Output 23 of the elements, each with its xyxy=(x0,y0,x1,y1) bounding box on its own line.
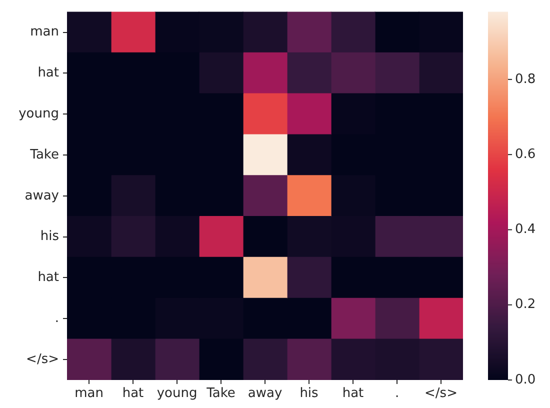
x-tick-label: away xyxy=(248,386,282,402)
x-tick-label: hat xyxy=(122,386,144,402)
x-tick-label: Take xyxy=(206,386,236,402)
x-tick-label: his xyxy=(300,386,319,402)
color-bar-label: 0.4 xyxy=(515,222,536,238)
y-tick-label: hat xyxy=(38,66,59,81)
color-bar-label: 0.2 xyxy=(515,297,536,312)
x-tick-label: man xyxy=(74,386,104,402)
x-tick-label: . xyxy=(394,386,400,402)
y-tick-label: Take xyxy=(29,147,59,162)
color-bar-label: 0.8 xyxy=(515,72,536,87)
y-tick-label: man xyxy=(30,24,59,40)
color-bar-label: 0.6 xyxy=(515,146,536,162)
y-tick-label: away xyxy=(24,188,60,204)
x-tick-label: </s> xyxy=(424,386,458,402)
y-tick-label: young xyxy=(18,106,59,122)
x-tick-label: hat xyxy=(342,386,364,402)
y-tick-label: hat xyxy=(38,270,59,286)
y-tick-label: his xyxy=(40,229,60,244)
y-tick-label: </s> xyxy=(26,352,59,367)
x-tick-label: young xyxy=(156,386,198,402)
y-tick-label: . xyxy=(54,311,59,326)
color-bar-label: 0.0 xyxy=(515,372,536,388)
